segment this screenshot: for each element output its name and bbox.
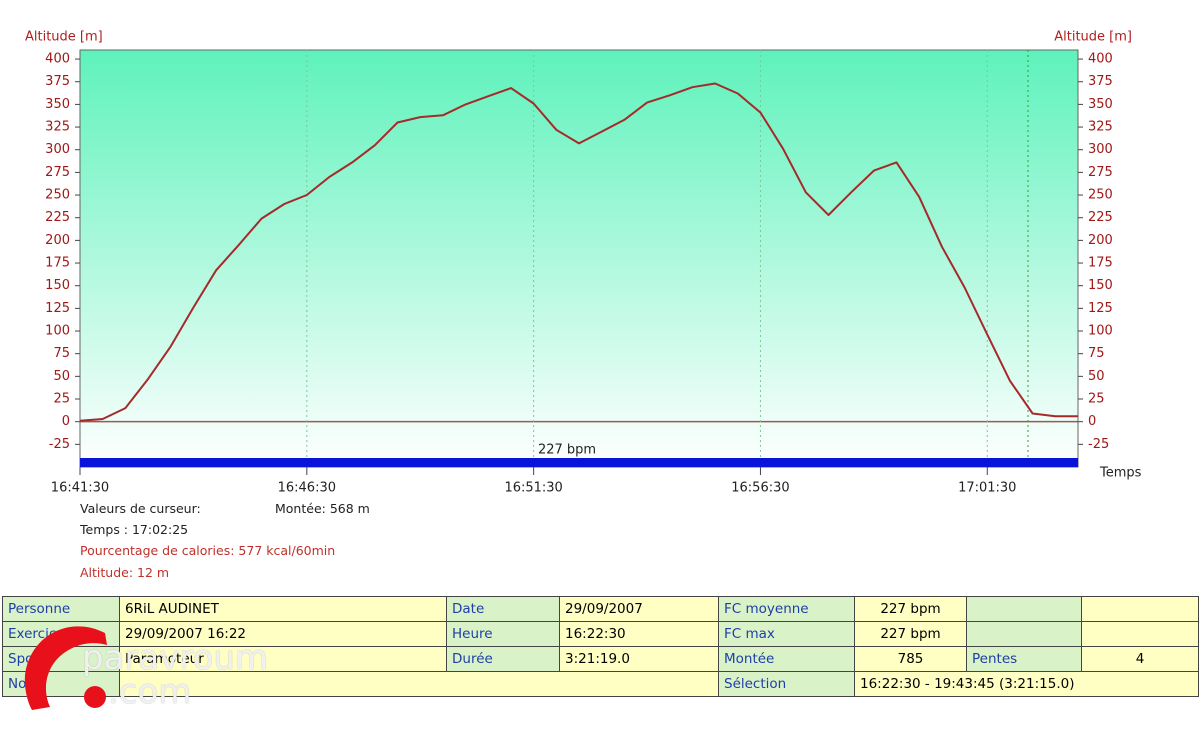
watermark-logo [24, 626, 107, 710]
cell: 6RiL AUDINET [119, 596, 447, 622]
watermark-suffix: .com [108, 672, 192, 712]
y2-axis-title: Altitude [m] [1054, 30, 1132, 45]
y2-tick-label: 275 [1088, 165, 1113, 180]
y2-tick-label: 200 [1088, 233, 1113, 248]
y-tick-label: 400 [45, 52, 70, 67]
cell: 3:21:19.0 [559, 646, 719, 672]
y2-tick-label: 175 [1088, 256, 1113, 271]
hr-annotation: 227 bpm [538, 443, 596, 458]
y2-tick-label: 350 [1088, 97, 1113, 112]
y-tick-label: 0 [62, 414, 70, 429]
y-tick-label: 325 [45, 120, 70, 135]
cursor-calories: Pourcentage de calories: 577 kcal/60min [80, 543, 336, 558]
cell: 227 bpm [854, 596, 967, 622]
chart: Altitude [m] Altitude [m] Temps -25 -25 0 0… [25, 30, 1142, 496]
watermark-text: paravroum [82, 638, 269, 678]
cell [966, 621, 1082, 647]
y-tick-label: 375 [45, 74, 70, 89]
y-tick-label: 200 [45, 233, 70, 248]
y2-tick-label: 150 [1088, 278, 1113, 293]
cell: 16:22:30 [559, 621, 719, 647]
y-tick-label: 275 [45, 165, 70, 180]
x-tick-label: 16:46:30 [278, 481, 336, 496]
cell: FC moyenne [718, 596, 855, 622]
y2-tick-label: 375 [1088, 74, 1113, 89]
y-tick-label: 175 [45, 256, 70, 271]
cell: 16:22:30 - 19:43:45 (3:21:15.0) [854, 671, 1199, 697]
cell [1081, 596, 1199, 622]
cell: 227 bpm [854, 621, 967, 647]
y2-tick-label: 400 [1088, 52, 1113, 67]
cell: Sélection [718, 671, 855, 697]
x-tick-label: 16:51:30 [504, 481, 562, 496]
y-tick-label: 250 [45, 188, 70, 203]
cell [966, 596, 1082, 622]
y2-tick-label: 250 [1088, 188, 1113, 203]
y-tick-label: 300 [45, 142, 70, 157]
y2-tick-label: 0 [1088, 414, 1096, 429]
y2-tick-label: -25 [1088, 437, 1109, 452]
y2-tick-label: 100 [1088, 324, 1113, 339]
y-tick-label: 225 [45, 210, 70, 225]
cell: 29/09/2007 [559, 596, 719, 622]
cell: Montée [718, 646, 855, 672]
y2-tick-label: 25 [1088, 392, 1105, 407]
cell: 785 [854, 646, 967, 672]
cursor-climb: Montée: 568 m [275, 501, 370, 516]
cell: Personne [2, 596, 120, 622]
cell: Heure [446, 621, 560, 647]
x-axis-title: Temps [1099, 466, 1142, 481]
cell: Paramoteur [119, 646, 447, 672]
y2-tick-label: 300 [1088, 142, 1113, 157]
plot-area [79, 49, 1079, 468]
y2-tick-label: 325 [1088, 120, 1113, 135]
cell: FC max [718, 621, 855, 647]
y-tick-label: 100 [45, 324, 70, 339]
hr-band [80, 458, 1078, 467]
logo-arc [24, 626, 107, 710]
y2-tick-label: 50 [1088, 369, 1105, 384]
y2-tick-label: 225 [1088, 210, 1113, 225]
y-tick-label: 25 [53, 392, 70, 407]
cell: Pentes [966, 646, 1082, 672]
cell: Date [446, 596, 560, 622]
cursor-title: Valeurs de curseur: [80, 501, 201, 516]
cell: Durée [446, 646, 560, 672]
cell [1081, 621, 1199, 647]
cursor-time: Temps : 17:02:25 [80, 522, 189, 537]
cursor-altitude: Altitude: 12 m [80, 565, 170, 580]
y-tick-label: 125 [45, 301, 70, 316]
cell: 4 [1081, 646, 1199, 672]
y-tick-label: 50 [53, 369, 70, 384]
y2-tick-label: 75 [1088, 346, 1105, 361]
y-axis-title: Altitude [m] [25, 30, 103, 45]
y-tick-label: -25 [49, 437, 70, 452]
cell: 29/09/2007 16:22 [119, 621, 447, 647]
logo-dot [84, 686, 106, 708]
y2-tick-label: 125 [1088, 301, 1113, 316]
altitude-line [79, 82, 1078, 422]
y-tick-label: 150 [45, 278, 70, 293]
y-tick-label: 75 [53, 346, 70, 361]
cell [119, 671, 719, 697]
y-tick-label: 350 [45, 97, 70, 112]
x-tick-label: 16:56:30 [731, 481, 789, 496]
x-tick-label: 16:41:30 [51, 481, 109, 496]
x-tick-label: 17:01:30 [958, 481, 1016, 496]
